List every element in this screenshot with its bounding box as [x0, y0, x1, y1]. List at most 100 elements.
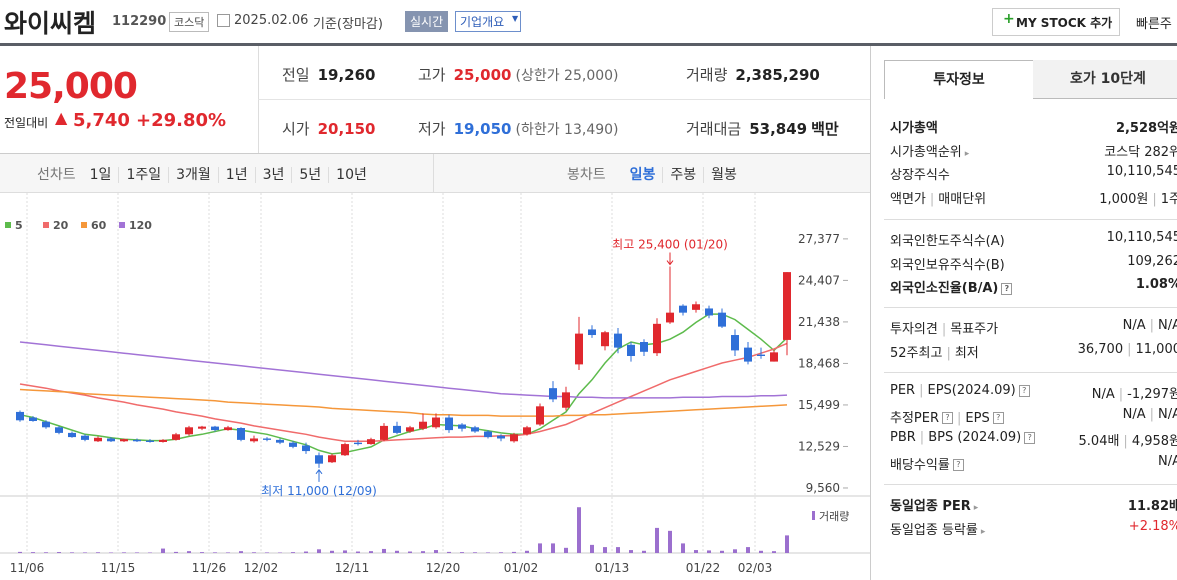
separator: |: [957, 410, 962, 426]
stock-name: 와이씨켐: [4, 9, 97, 38]
row-value: 10,110,545: [1107, 164, 1177, 186]
label-part: 동일업종 PER: [890, 499, 971, 514]
my-stock-button[interactable]: [992, 8, 1120, 36]
candle-body: [354, 442, 362, 445]
separator: |: [919, 383, 924, 398]
volume-bar: [304, 551, 308, 553]
row-value: 1.08%: [1136, 277, 1177, 299]
separator: |: [1152, 191, 1157, 207]
candle-body: [29, 417, 37, 422]
volume-bar: [616, 547, 620, 553]
volume-bar: [395, 550, 399, 553]
separator: |: [1118, 387, 1124, 402]
tab[interactable]: 투자정보: [884, 60, 1034, 99]
period-tab[interactable]: 일봉: [629, 167, 656, 183]
info-row: 시가총액 2,528억원: [890, 117, 1177, 139]
quote-field: 거래량 2,385,290: [686, 64, 820, 85]
volume-bar: [213, 552, 217, 553]
value-part: 5.04배: [1078, 434, 1120, 449]
value-part: 36,700: [1077, 341, 1124, 357]
label-part: 액면가: [890, 191, 926, 207]
candle-body: [367, 439, 375, 445]
candle-body: [172, 434, 180, 440]
arrow-icon: ▸: [973, 503, 979, 513]
period-tab[interactable]: 1주일: [118, 167, 169, 183]
row-value: N/A | N/A: [1123, 407, 1177, 429]
period-tab[interactable]: 주봉: [662, 167, 704, 183]
x-tick-label: 01/02: [504, 561, 539, 575]
candle-body: [471, 427, 479, 432]
separator: |: [1149, 318, 1154, 333]
help-icon: ?: [1024, 431, 1036, 444]
row-label: PBR | BPS (2024.09)?: [890, 430, 1036, 452]
candle-body: [731, 335, 739, 351]
annotation: 최저 11,000 (12/09): [261, 484, 377, 498]
period-tab[interactable]: 1년: [217, 167, 255, 183]
y-tick-label: 12,529: [798, 439, 840, 453]
volume-bar: [694, 550, 698, 553]
label-part: 외국인소진율(B/A): [890, 281, 999, 296]
value-part: +2.18%: [1128, 518, 1177, 534]
volume-bar: [460, 552, 464, 553]
value-part: 11.82배: [1127, 499, 1177, 514]
period-tab[interactable]: 3년: [254, 167, 292, 183]
info-row: 투자의견 | 목표주가 N/A | N/A: [890, 318, 1177, 340]
volume-bar: [720, 550, 724, 553]
quick-order[interactable]: 빠른주: [1136, 17, 1172, 32]
quote-panel: 25,000 전일대비 ▲ 5,740 +29.80% 전일 19,260 고가 25…: [0, 46, 870, 154]
volume-bar: [382, 548, 386, 553]
stock-code: 112290: [112, 14, 167, 29]
change-label: 전일대비: [4, 116, 49, 130]
volume-bar: [551, 543, 555, 553]
volume-bar: [525, 550, 529, 553]
label-part: 최저: [954, 345, 979, 361]
candle-body: [94, 437, 102, 442]
candle-body: [510, 434, 518, 442]
x-tick-label: 01/22: [686, 561, 721, 575]
row-value: N/A | N/A: [1123, 318, 1177, 340]
period-tab[interactable]: 10년: [328, 167, 374, 183]
candle-body: [289, 442, 297, 447]
candle-body: [484, 431, 492, 438]
label-part: 투자의견: [890, 322, 938, 337]
volume-bar: [512, 551, 516, 553]
separator: |: [941, 322, 947, 337]
divider: [870, 46, 871, 580]
label-part: 매매단위: [938, 191, 987, 207]
candle-body: [120, 439, 128, 442]
help-icon: ?: [1001, 282, 1013, 295]
candle-body: [302, 445, 310, 452]
quote-field: 저가 19,050 (하한가 13,490): [418, 118, 619, 139]
volume-bar: [538, 543, 542, 553]
row-value: 36,700 | 11,000: [1078, 342, 1177, 364]
price: 25,000: [4, 66, 138, 107]
candle-body: [601, 332, 609, 347]
top-bar: 와이씨켐 112290 코스닥 2025.02.06 기준(장마감) 실시간 기…: [0, 0, 1177, 46]
candle-body: [458, 424, 466, 429]
period-tab[interactable]: 5년: [291, 167, 329, 183]
tab[interactable]: 호가 10단계: [1033, 60, 1177, 99]
period-tab[interactable]: 1일: [89, 167, 112, 183]
info-row: 액면가 | 매매단위 1,000원 | 1주: [890, 188, 1177, 210]
divider: [884, 484, 1177, 485]
company-info-button[interactable]: 기업개요: [455, 11, 522, 32]
candle-body: [185, 427, 193, 435]
period-tab[interactable]: 3개월: [168, 167, 218, 183]
volume-bar: [330, 550, 334, 553]
label-part: EPS: [965, 410, 990, 426]
field-note: (상한가 25,000): [515, 68, 619, 84]
candle-body: [432, 417, 440, 428]
volume-bar: [499, 552, 503, 553]
volume-bar: [31, 552, 35, 553]
candle-body: [679, 305, 687, 313]
ma-line: [19, 341, 788, 399]
period-tab[interactable]: 월봉: [703, 167, 744, 183]
separator: |: [929, 191, 935, 207]
field-value: 2,385,290: [735, 66, 820, 84]
my-stock-label: MY STOCK 추가: [1016, 16, 1113, 30]
candle-body: [159, 439, 167, 442]
volume-bar: [109, 552, 113, 553]
candle-body: [718, 312, 726, 327]
legend-label: 5: [15, 219, 23, 232]
realtime-button[interactable]: 실시간: [405, 11, 449, 32]
